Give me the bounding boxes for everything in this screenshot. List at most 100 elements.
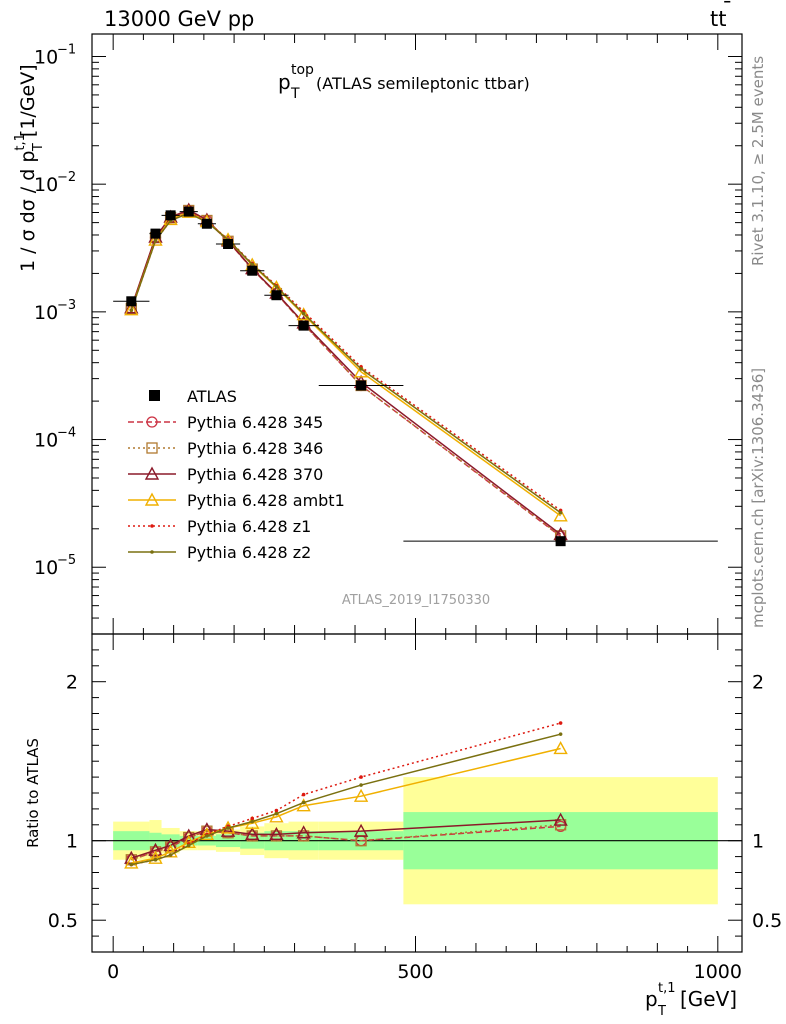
ratio-series-marker	[163, 838, 178, 852]
main-y-tick-label: 10	[34, 302, 58, 324]
main-series-marker	[250, 262, 255, 267]
ratio-series-marker	[553, 812, 568, 826]
ratio-series-marker	[296, 798, 311, 812]
legend-marker	[150, 550, 154, 554]
ratio-y-tick-label: 2	[66, 672, 78, 694]
legend-label: Pythia 6.428 346	[187, 439, 323, 458]
xlabel-sup: t,1	[658, 981, 676, 996]
ratio-series-marker	[246, 830, 258, 842]
legend-marker	[149, 390, 160, 401]
legend: ATLAS Pythia 6.428 345 Pythia 6.428 346 Pyt…	[128, 387, 345, 562]
ratio-y-tick-label-right: 0.5	[752, 910, 782, 932]
main-y-tick-exponent: −2	[57, 170, 76, 185]
legend-label: Pythia 6.428 z2	[187, 543, 311, 562]
main-panel: 10−510−410−310−210−1 p top T (ATLAS semi…	[13, 33, 743, 635]
ratio-y-ticks: 0.5 0.5 1 1 2 2	[48, 649, 782, 937]
legend-marker	[144, 466, 160, 480]
ratio-series-marker	[553, 741, 568, 755]
data-point	[223, 238, 234, 249]
main-y-tick-label: 10	[34, 557, 58, 579]
data-point	[126, 296, 137, 307]
ratio-series-marker	[129, 862, 134, 867]
legend-marker	[144, 492, 160, 506]
main-series-marker	[553, 508, 568, 522]
main-y-tick-label: 10	[34, 174, 58, 196]
ratio-series-marker	[245, 826, 260, 841]
main-ylabel-post: [1/GeV]	[17, 64, 39, 143]
ratio-y-tick-label-right: 1	[752, 831, 764, 853]
legend-item: Pythia 6.428 ambt1	[128, 491, 345, 510]
mcplots-label: mcplots.cern.ch [arXiv:1306.3436]	[749, 368, 767, 628]
header-left: 13000 GeV pp	[104, 7, 254, 31]
rivet-label: Rivet 3.1.10, ≥ 2.5M events	[749, 56, 767, 266]
legend-item: Pythia 6.428 370	[128, 465, 323, 484]
data-point	[150, 228, 161, 239]
x-tick-label: 1000	[694, 961, 742, 983]
analysis-label: ATLAS_2019_I1750330	[342, 593, 490, 608]
plot-title: p top T (ATLAS semileptonic ttbar)	[278, 62, 530, 102]
ratio-series-marker	[205, 834, 209, 838]
main-series-marker	[124, 302, 139, 316]
main-series-marker	[274, 284, 279, 289]
ratio-series-marker	[148, 850, 163, 864]
ratio-series-marker	[250, 819, 255, 824]
ratio-series-marker	[274, 808, 279, 813]
legend-label: Pythia 6.428 370	[187, 465, 323, 484]
ratio-series-marker	[558, 721, 563, 725]
main-series-line	[130, 209, 562, 535]
ratio-series-marker	[124, 855, 139, 869]
data-point	[271, 290, 282, 301]
legend-label: Pythia 6.428 ambt1	[187, 491, 345, 510]
ratio-series-line	[131, 819, 561, 859]
ratio-series-marker	[269, 809, 284, 823]
header-right-bar: ¯	[722, 0, 733, 22]
main-ylabel-pre: 1 / σ dσ / d p	[17, 151, 39, 272]
ratio-series-marker	[558, 732, 563, 736]
data-point	[555, 536, 566, 547]
legend-item: ATLAS	[149, 387, 237, 406]
ratio-series-marker	[359, 783, 363, 787]
ratio-series-marker	[353, 788, 369, 802]
data-point	[298, 320, 309, 331]
main-y-tick-exponent: −1	[57, 42, 76, 57]
legend-marker	[150, 524, 154, 528]
data-point	[247, 265, 258, 276]
legend-item: Pythia 6.428 z1	[128, 517, 311, 536]
main-series-marker	[296, 307, 311, 321]
data-point	[356, 380, 367, 391]
x-tick-label: 500	[397, 961, 433, 983]
header-right: tt ¯	[710, 0, 733, 31]
x-axis-label: p t,1 T [GeV]	[645, 981, 737, 1019]
main-y-tick-exponent: −3	[57, 298, 76, 313]
legend-item: Pythia 6.428 z2	[128, 543, 311, 562]
ratio-y-tick-label: 0.5	[48, 910, 78, 932]
ratio-series-marker	[353, 823, 369, 837]
ratio-y-tick-label-right: 2	[752, 672, 764, 694]
legend-label: Pythia 6.428 345	[187, 413, 323, 432]
main-series-marker	[153, 238, 158, 243]
main-series-marker	[301, 311, 306, 316]
main-series-marker	[558, 510, 563, 515]
ratio-series-marker	[301, 800, 306, 805]
legend-marker	[146, 416, 158, 428]
main-data-layer	[113, 206, 718, 547]
xlabel-sub: T	[657, 1004, 666, 1019]
plot-title-sub: T	[290, 86, 300, 102]
ratio-series-marker	[296, 825, 311, 839]
main-series-line	[130, 209, 562, 537]
header-right-tt: tt	[710, 7, 726, 31]
main-series-marker	[148, 232, 163, 246]
x-tick-label: 0	[107, 961, 119, 983]
ratio-series-marker	[359, 775, 363, 779]
ratio-series-marker	[153, 857, 158, 862]
ratio-series-marker	[163, 844, 178, 858]
ratio-series-marker	[270, 830, 283, 842]
ratio-series-marker	[220, 823, 236, 837]
ratio-series-marker	[301, 792, 306, 797]
main-y-tick-exponent: −4	[57, 426, 76, 441]
ratio-series-marker	[168, 853, 173, 857]
ratio-series-layer	[124, 721, 568, 869]
ratio-series-marker	[181, 828, 196, 842]
plot-title-sup: top	[291, 62, 314, 78]
